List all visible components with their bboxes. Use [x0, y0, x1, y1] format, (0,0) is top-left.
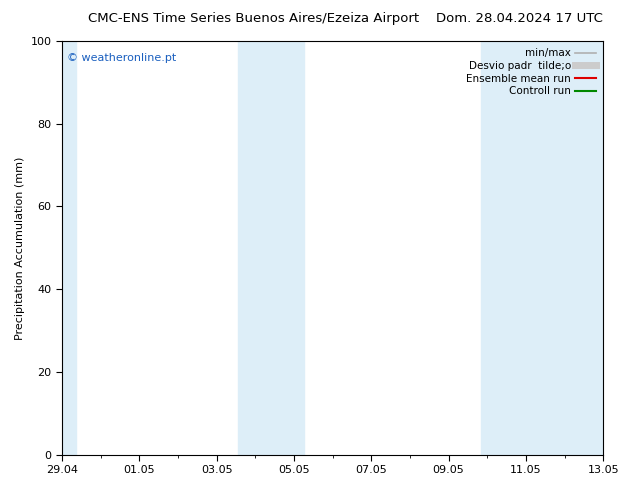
Text: CMC-ENS Time Series Buenos Aires/Ezeiza Airport: CMC-ENS Time Series Buenos Aires/Ezeiza … [88, 12, 419, 25]
Bar [481, 41, 603, 455]
Bar [62, 41, 75, 455]
Text: Dom. 28.04.2024 17 UTC: Dom. 28.04.2024 17 UTC [436, 12, 604, 25]
Y-axis label: Precipitation Accumulation (mm): Precipitation Accumulation (mm) [15, 156, 25, 340]
Legend: min/max, Desvio padr  tilde;o, Ensemble mean run, Controll run: min/max, Desvio padr tilde;o, Ensemble m… [464, 46, 598, 98]
Text: © weatheronline.pt: © weatheronline.pt [67, 53, 177, 64]
Bar [238, 41, 304, 455]
